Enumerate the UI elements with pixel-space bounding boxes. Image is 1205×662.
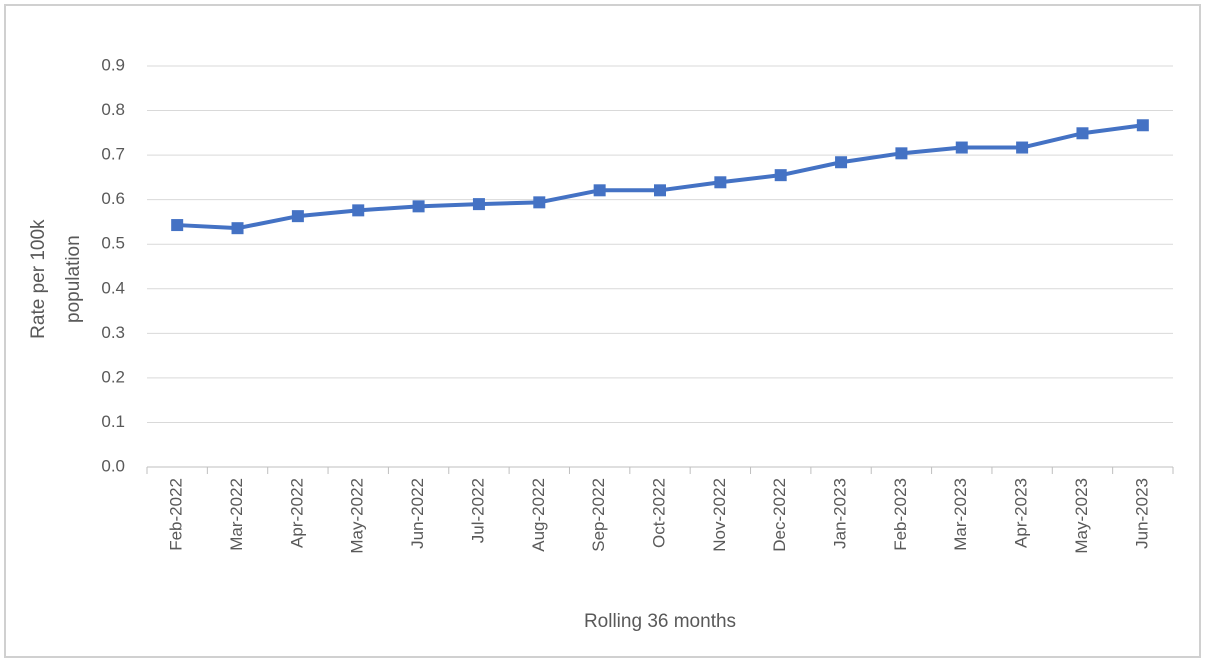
- point-marker: [472, 198, 485, 211]
- y-tick-label: 0.5: [101, 234, 125, 253]
- y-tick-label: 0.4: [101, 278, 125, 297]
- point-marker: [895, 147, 908, 160]
- point-marker: [714, 176, 727, 189]
- x-tick-label: Sep-2022: [589, 478, 608, 552]
- point-marker: [774, 169, 787, 182]
- point-marker: [593, 184, 606, 197]
- y-tick-label: 0.7: [101, 145, 125, 164]
- y-tick-label: 0.6: [101, 189, 125, 208]
- y-tick-label: 0.9: [101, 55, 125, 74]
- point-marker: [533, 196, 546, 209]
- point-marker: [1136, 119, 1149, 132]
- point-marker: [171, 219, 184, 232]
- series-line: [177, 123, 1144, 231]
- x-tick-label: Jan-2023: [831, 478, 850, 549]
- x-tick-label: Apr-2023: [1012, 478, 1031, 548]
- point-marker: [1076, 127, 1089, 140]
- x-tick-label: Jun-2022: [408, 478, 427, 549]
- x-tick-label: Feb-2022: [167, 478, 186, 551]
- point-marker: [291, 210, 304, 223]
- y-tick-label: 0.2: [101, 367, 125, 386]
- x-tick-label: Mar-2022: [227, 478, 246, 551]
- x-tick-label: Feb-2023: [891, 478, 910, 551]
- x-tick-label: Mar-2023: [951, 478, 970, 551]
- point-marker: [412, 200, 425, 213]
- x-tick-label: Nov-2022: [710, 478, 729, 552]
- x-tick-label: Jun-2023: [1132, 478, 1151, 549]
- x-tick-label: Aug-2022: [529, 478, 548, 552]
- point-marker: [835, 156, 848, 169]
- y-tick-label: 0.8: [101, 100, 125, 119]
- x-tick-label: Apr-2022: [287, 478, 306, 548]
- point-marker: [1016, 141, 1029, 154]
- point-marker: [352, 204, 365, 217]
- y-tick-label: 0.3: [101, 323, 125, 342]
- y-tick-label: 0.1: [101, 412, 125, 431]
- x-tick-label: Dec-2022: [770, 478, 789, 552]
- point-marker: [654, 184, 666, 197]
- x-tick-label: Jul-2022: [468, 478, 487, 543]
- x-axis-title: Rolling 36 months: [584, 611, 736, 632]
- chart-border: [4, 4, 1201, 658]
- y-tick-label: 0.0: [101, 456, 125, 475]
- point-marker: [955, 141, 968, 154]
- x-tick-label: Oct-2022: [649, 478, 668, 548]
- x-tick-label: May-2023: [1072, 478, 1091, 554]
- y-axis-title: Rate per 100k population: [27, 219, 84, 339]
- x-tick-label: May-2022: [348, 478, 367, 554]
- point-marker: [231, 222, 244, 235]
